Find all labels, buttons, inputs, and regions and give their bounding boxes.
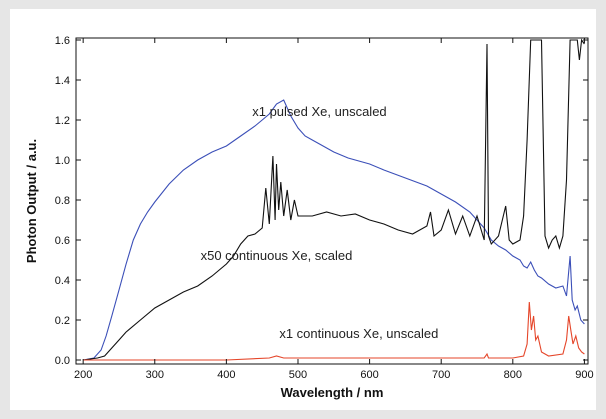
- y-tick-label: 1.0: [55, 155, 70, 167]
- x-tick-label: 400: [217, 369, 235, 381]
- series-annotation-3: x1 continuous Xe, unscaled: [279, 326, 438, 341]
- y-tick-label: 1.4: [55, 75, 70, 87]
- series-line-1: [83, 99, 585, 361]
- y-tick-label: 0.8: [55, 195, 70, 207]
- y-tick-label: 0.2: [55, 315, 70, 327]
- ticks-layer: 200 300 400 500 600 700 800 900 0.0 0.2 0.4 0.6 0.8 1…: [55, 35, 594, 381]
- chart-panel: 200 300 400 500 600 700 800 900 0.0 0.2 0.4 0.6 0.8 1…: [10, 9, 596, 410]
- y-tick-label: 1.2: [55, 115, 70, 127]
- y-tick-label: 0.0: [55, 355, 70, 367]
- plot-frame: [75, 37, 589, 365]
- series-annotation-2: x50 continuous Xe, scaled: [201, 248, 353, 263]
- x-tick-label: 800: [504, 369, 522, 381]
- y-axis-label: Photon Output / a.u.: [24, 139, 39, 263]
- spectrum-chart: 200 300 400 500 600 700 800 900 0.0 0.2 0.4 0.6 0.8 1…: [24, 35, 594, 400]
- x-tick-label: 900: [575, 369, 593, 381]
- x-tick-label: 700: [432, 369, 450, 381]
- series-line-2: [83, 38, 585, 361]
- y-tick-label: 0.6: [55, 235, 70, 247]
- x-tick-label: 500: [289, 369, 307, 381]
- x-tick-label: 600: [360, 369, 378, 381]
- x-axis-label: Wavelength / nm: [281, 385, 384, 400]
- series-annotation-1: x1 pulsed Xe, unscaled: [252, 104, 386, 119]
- series-line-3: [83, 301, 585, 361]
- x-tick-label: 200: [74, 369, 92, 381]
- annotations-layer: x1 pulsed Xe, unscaled x50 continuous Xe,…: [201, 104, 439, 341]
- plot-layer: [83, 38, 585, 361]
- y-tick-label: 0.4: [55, 275, 70, 287]
- x-tick-label: 300: [146, 369, 164, 381]
- y-tick-label: 1.6: [55, 35, 70, 47]
